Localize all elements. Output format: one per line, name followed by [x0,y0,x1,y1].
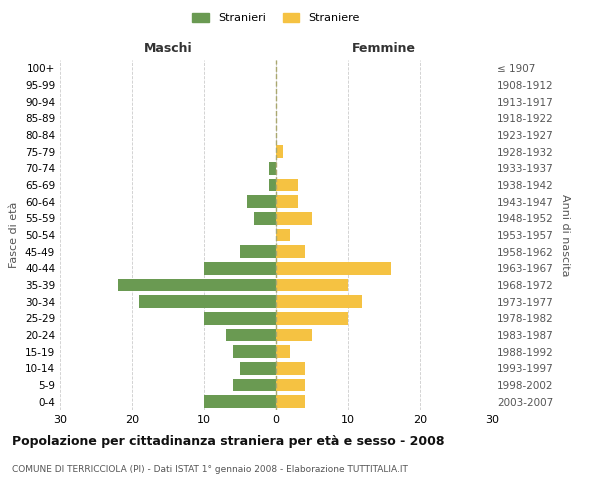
Bar [276,246,305,258]
Bar [139,296,276,308]
Y-axis label: Anni di nascita: Anni di nascita [560,194,570,276]
Bar [226,329,276,341]
Bar [276,396,305,408]
Bar [276,346,290,358]
Bar [233,379,276,391]
Bar [247,196,276,208]
Text: Femmine: Femmine [352,42,416,55]
Bar [276,229,290,241]
Bar [276,262,391,274]
Bar [233,346,276,358]
Bar [240,362,276,374]
Y-axis label: Fasce di età: Fasce di età [10,202,19,268]
Text: Popolazione per cittadinanza straniera per età e sesso - 2008: Popolazione per cittadinanza straniera p… [12,435,445,448]
Text: Maschi: Maschi [143,42,193,55]
Bar [276,196,298,208]
Bar [118,279,276,291]
Bar [276,362,305,374]
Bar [204,312,276,324]
Bar [240,246,276,258]
Bar [269,162,276,174]
Text: COMUNE DI TERRICCIOLA (PI) - Dati ISTAT 1° gennaio 2008 - Elaborazione TUTTITALI: COMUNE DI TERRICCIOLA (PI) - Dati ISTAT … [12,465,408,474]
Legend: Stranieri, Straniere: Stranieri, Straniere [188,8,364,28]
Bar [276,279,348,291]
Bar [276,146,283,158]
Bar [276,296,362,308]
Bar [276,379,305,391]
Bar [276,312,348,324]
Bar [276,212,312,224]
Bar [276,179,298,192]
Bar [269,179,276,192]
Bar [254,212,276,224]
Bar [276,329,312,341]
Bar [204,396,276,408]
Bar [204,262,276,274]
